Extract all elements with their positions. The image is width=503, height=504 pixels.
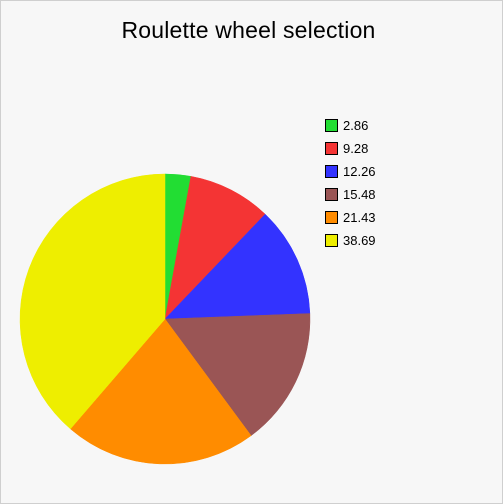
legend-label: 12.26 <box>343 164 376 179</box>
legend-item: 15.48 <box>325 183 376 206</box>
legend-label: 38.69 <box>343 233 376 248</box>
pie-slices <box>19 173 311 465</box>
legend-item: 9.28 <box>325 137 376 160</box>
legend-item: 21.43 <box>325 206 376 229</box>
legend-item: 2.86 <box>325 114 376 137</box>
legend-swatch <box>325 165 338 178</box>
legend: 2.86 9.28 12.26 15.48 21.43 38.69 <box>325 114 376 252</box>
legend-item: 12.26 <box>325 160 376 183</box>
legend-swatch <box>325 234 338 247</box>
pie-slice-12.26 <box>164 213 311 320</box>
legend-label: 2.86 <box>343 118 369 133</box>
pie-slice-21.43 <box>70 318 252 465</box>
pie-slice-9.28 <box>164 176 266 320</box>
pie-slice-38.69 <box>19 173 166 430</box>
legend-label: 15.48 <box>343 187 376 202</box>
pie-slice-15.48 <box>164 313 311 437</box>
legend-item: 38.69 <box>325 229 376 252</box>
legend-label: 9.28 <box>343 141 369 156</box>
legend-swatch <box>325 119 338 132</box>
chart-title: Roulette wheel selection <box>121 17 376 43</box>
legend-swatch <box>325 142 338 155</box>
legend-swatch <box>325 188 338 201</box>
legend-swatch <box>325 211 338 224</box>
legend-label: 21.43 <box>343 210 376 225</box>
